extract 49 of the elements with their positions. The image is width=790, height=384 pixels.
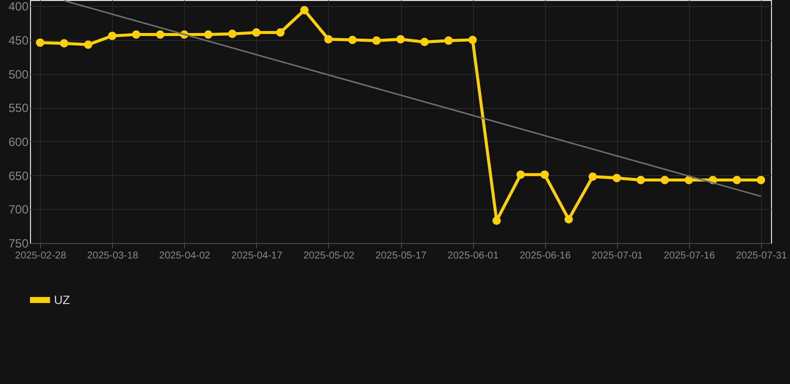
x-tick-label: 2025-05-02 (303, 250, 355, 262)
y-tick-label: 500 (8, 67, 29, 82)
point (276, 28, 285, 37)
point (228, 30, 236, 38)
x-tick-label: 2025-07-01 (592, 250, 644, 262)
point (60, 39, 68, 48)
y-tick-label: 700 (8, 202, 29, 217)
point (732, 176, 742, 184)
point (36, 38, 44, 47)
point (132, 30, 140, 39)
point (156, 30, 164, 39)
point (588, 172, 597, 181)
legend-label: UZ (54, 293, 70, 307)
y-tick-label: 550 (8, 101, 29, 116)
point (300, 6, 309, 14)
point (636, 176, 645, 184)
point (612, 174, 621, 182)
point (420, 38, 429, 46)
y-tick-label: 400 (8, 0, 29, 14)
point (516, 170, 525, 179)
point (324, 35, 333, 44)
x-tick-label: 2025-04-17 (231, 250, 283, 262)
point (84, 40, 92, 49)
point (396, 35, 405, 44)
x-tick-label: 2025-02-28 (15, 250, 67, 262)
point (372, 36, 381, 45)
point (444, 36, 453, 45)
x-tick-label: 2025-07-31 (736, 250, 788, 262)
point (660, 176, 669, 184)
point (492, 216, 501, 225)
point (108, 32, 116, 40)
y-tick-label: 600 (8, 134, 29, 149)
x-tick-label: 2025-03-18 (87, 250, 139, 262)
y-tick-label: 750 (8, 236, 29, 250)
point (468, 36, 477, 44)
point (348, 36, 357, 44)
point (756, 176, 766, 184)
point (684, 176, 694, 184)
x-tick-label: 2025-05-17 (375, 250, 428, 262)
y-tick-label: 450 (8, 33, 29, 48)
x-tick-label: 2025-07-16 (664, 250, 716, 262)
point (564, 215, 573, 224)
point (252, 28, 261, 37)
x-tick-label: 2025-06-01 (448, 250, 500, 262)
point (204, 30, 212, 39)
point (540, 170, 549, 179)
y-tick-label: 650 (8, 168, 29, 183)
x-tick-label: 2025-06-16 (520, 250, 572, 262)
x-tick-label: 2025-04-02 (159, 250, 211, 262)
